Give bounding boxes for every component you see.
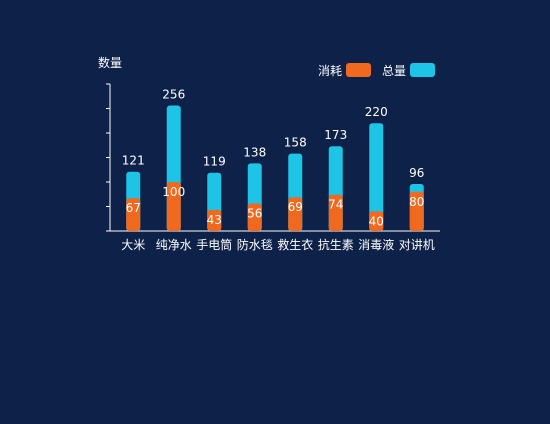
legend-label: 总量 <box>382 64 406 78</box>
bar-consumption <box>166 182 181 231</box>
legend: 消耗 总量 <box>318 63 435 78</box>
data-label-consumption: 67 <box>126 201 141 215</box>
x-tick-label: 抗生素 <box>318 237 354 252</box>
data-label-consumption: 69 <box>288 200 303 214</box>
bar-consumption <box>247 203 262 231</box>
data-label-total: 173 <box>324 128 347 142</box>
axes <box>106 83 440 232</box>
bar-consumption <box>328 194 343 231</box>
data-label-total: 121 <box>122 154 145 168</box>
data-label-total: 119 <box>203 155 226 169</box>
bar-consumption <box>288 197 303 231</box>
legend-label: 消耗 <box>318 64 342 78</box>
x-tick-label: 纯净水 <box>156 238 192 252</box>
legend-swatch <box>346 63 371 77</box>
data-label-consumption: 80 <box>409 195 424 209</box>
data-label-consumption: 100 <box>162 185 185 199</box>
y-axis-label: 数量 <box>98 55 122 70</box>
data-label-consumption: 43 <box>207 213 222 227</box>
x-tick-label: 防水毯 <box>237 237 273 252</box>
data-label-total: 138 <box>243 145 266 159</box>
data-label-consumption: 40 <box>369 214 384 228</box>
bar-consumption <box>126 198 141 231</box>
bar-consumption <box>369 211 384 231</box>
x-tick-label: 手电筒 <box>196 237 232 252</box>
x-tick-labels: 大米 纯净水 手电筒 防水毯 救生衣 抗生素 消毒液 对讲机 <box>121 237 435 252</box>
data-label-total: 220 <box>365 105 388 119</box>
data-label-consumption: 56 <box>247 207 262 221</box>
data-label-consumption: 74 <box>328 198 343 212</box>
x-tick-label: 大米 <box>121 238 145 252</box>
data-label-total: 158 <box>284 136 307 150</box>
data-label-total: 96 <box>409 166 424 180</box>
bars: 121 67 256 100 119 43 138 56 158 69 173 74 220 40 96 80 <box>122 88 424 231</box>
x-tick-label: 救生衣 <box>277 237 313 252</box>
legend-swatch <box>410 63 435 77</box>
bar-consumption <box>409 191 424 231</box>
x-tick-label: 消毒液 <box>358 237 394 252</box>
bar-total <box>369 123 384 231</box>
bar-consumption <box>207 209 222 231</box>
x-tick-label: 对讲机 <box>399 237 435 252</box>
data-label-total: 256 <box>162 88 185 102</box>
